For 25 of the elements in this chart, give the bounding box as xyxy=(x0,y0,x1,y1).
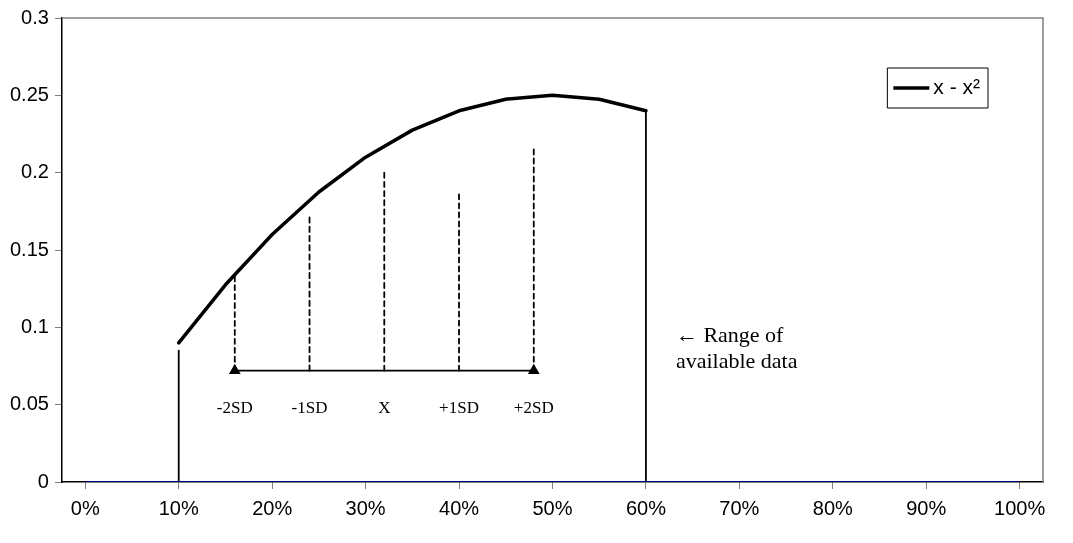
x-tick-label: 100% xyxy=(994,496,1046,519)
x-tick-label: 20% xyxy=(252,496,293,519)
y-tick-label: 0.15 xyxy=(9,237,49,260)
y-tick-label: 0.25 xyxy=(9,82,49,105)
annotation: ← Range of available data xyxy=(675,322,798,374)
annotation: X xyxy=(378,398,391,418)
x-tick-label: 50% xyxy=(532,496,573,519)
x-tick-label: 70% xyxy=(719,496,760,519)
x-tick-label: 80% xyxy=(812,496,853,519)
x-tick-label: 0% xyxy=(70,496,100,519)
annotation: -2SD xyxy=(216,398,253,418)
y-tick-label: 0.05 xyxy=(9,392,49,415)
x-tick-label: 10% xyxy=(158,496,199,519)
x-tick-label: 60% xyxy=(625,496,667,519)
y-tick-label: 0.2 xyxy=(21,160,49,183)
x-tick-label: 30% xyxy=(345,496,386,519)
x-tick-label: 90% xyxy=(906,496,947,519)
y-tick-label: 0.1 xyxy=(21,314,49,337)
annotation: +2SD xyxy=(513,398,554,418)
annotation: -1SD xyxy=(291,398,328,418)
legend-label: x - x² xyxy=(933,74,981,98)
y-tick-label: 0.3 xyxy=(21,5,49,28)
x-tick-label: 40% xyxy=(439,496,480,519)
annotation: +1SD xyxy=(439,398,479,418)
y-tick-label: 0 xyxy=(37,469,49,492)
